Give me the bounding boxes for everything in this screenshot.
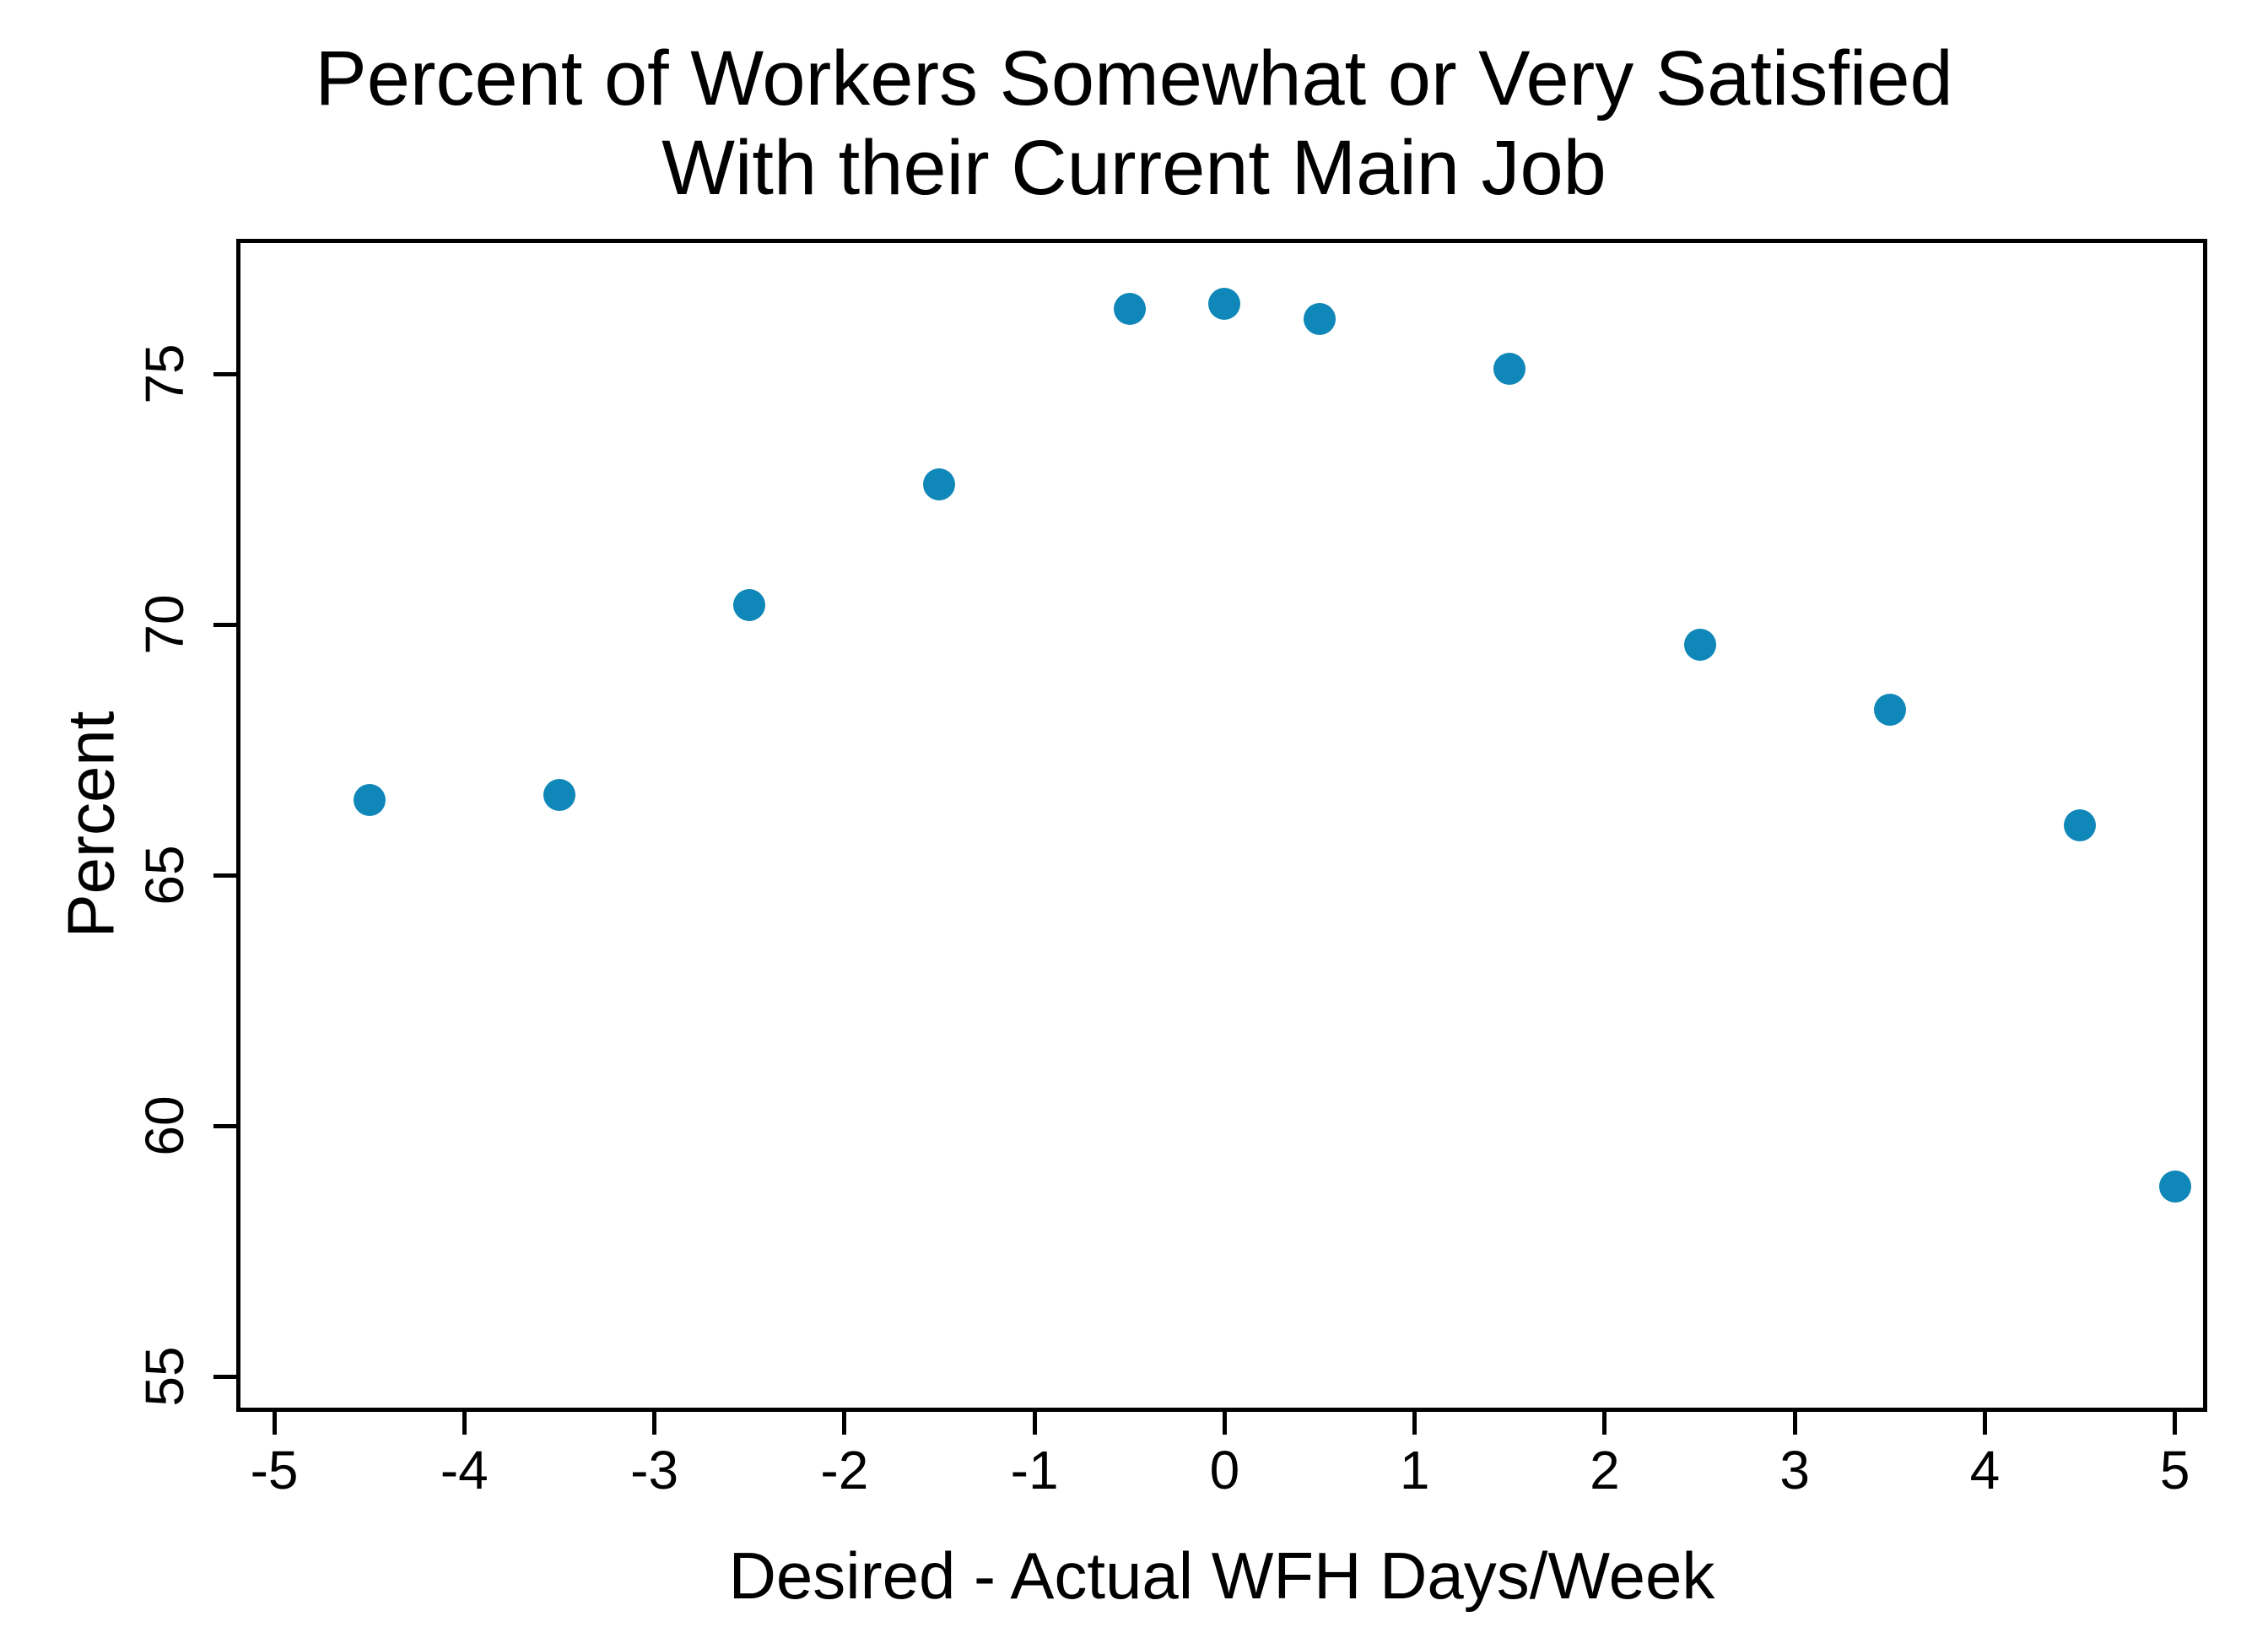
- x-tick-label: 2: [1590, 1440, 1620, 1500]
- x-axis-tick: [652, 1412, 657, 1435]
- data-point: [733, 588, 766, 621]
- y-axis-tick: [213, 1374, 236, 1379]
- x-tick-label: -2: [820, 1440, 869, 1500]
- y-axis-tick: [213, 371, 236, 376]
- y-tick-label: 60: [134, 1095, 195, 1156]
- chart-title-line1: Percent of Workers Somewhat or Very Sati…: [315, 35, 1953, 122]
- y-axis-tick: [213, 873, 236, 878]
- x-axis-tick: [1222, 1412, 1227, 1435]
- x-axis-tick: [1792, 1412, 1797, 1435]
- data-point: [2064, 809, 2097, 841]
- chart-title: Percent of Workers Somewhat or Very Sati…: [0, 34, 2268, 213]
- data-point: [353, 784, 386, 817]
- x-tick-label: -4: [440, 1440, 489, 1500]
- x-axis-tick: [1982, 1412, 1987, 1435]
- data-point: [923, 468, 956, 501]
- y-tick-label: 75: [134, 343, 195, 404]
- y-tick-label: 55: [134, 1346, 195, 1407]
- x-tick-label: 1: [1399, 1440, 1430, 1500]
- y-tick-label: 70: [134, 594, 195, 655]
- x-tick-label: 0: [1209, 1440, 1240, 1500]
- data-point: [1683, 629, 1716, 662]
- data-point: [2158, 1170, 2191, 1203]
- x-tick-label: -3: [630, 1440, 679, 1500]
- x-tick-label: -5: [250, 1440, 299, 1500]
- data-point: [1304, 303, 1336, 336]
- y-axis-tick: [213, 1123, 236, 1128]
- data-point: [1493, 353, 1526, 386]
- chart-title-line2: With their Current Main Job: [662, 125, 1606, 211]
- x-tick-label: 4: [1969, 1440, 2001, 1500]
- x-axis-tick: [842, 1412, 847, 1435]
- y-axis-tick: [213, 622, 236, 627]
- x-axis-tick: [2173, 1412, 2178, 1435]
- x-axis-tick: [272, 1412, 277, 1435]
- x-axis-tick: [1602, 1412, 1607, 1435]
- data-point: [1113, 293, 1146, 326]
- y-axis-title: Percent: [53, 711, 128, 938]
- data-point: [543, 779, 575, 812]
- data-point: [1208, 288, 1241, 321]
- data-point: [1873, 694, 1906, 727]
- y-tick-label: 65: [134, 845, 195, 906]
- x-axis-tick: [462, 1412, 467, 1435]
- x-tick-label: 5: [2159, 1440, 2190, 1500]
- x-axis-title: Desired - Actual WFH Days/Week: [728, 1538, 1715, 1613]
- x-axis-tick: [1032, 1412, 1037, 1435]
- x-tick-label: 3: [1779, 1440, 1810, 1500]
- x-tick-label: -1: [1010, 1440, 1059, 1500]
- plot-area: [236, 239, 2207, 1412]
- x-axis-tick: [1412, 1412, 1418, 1435]
